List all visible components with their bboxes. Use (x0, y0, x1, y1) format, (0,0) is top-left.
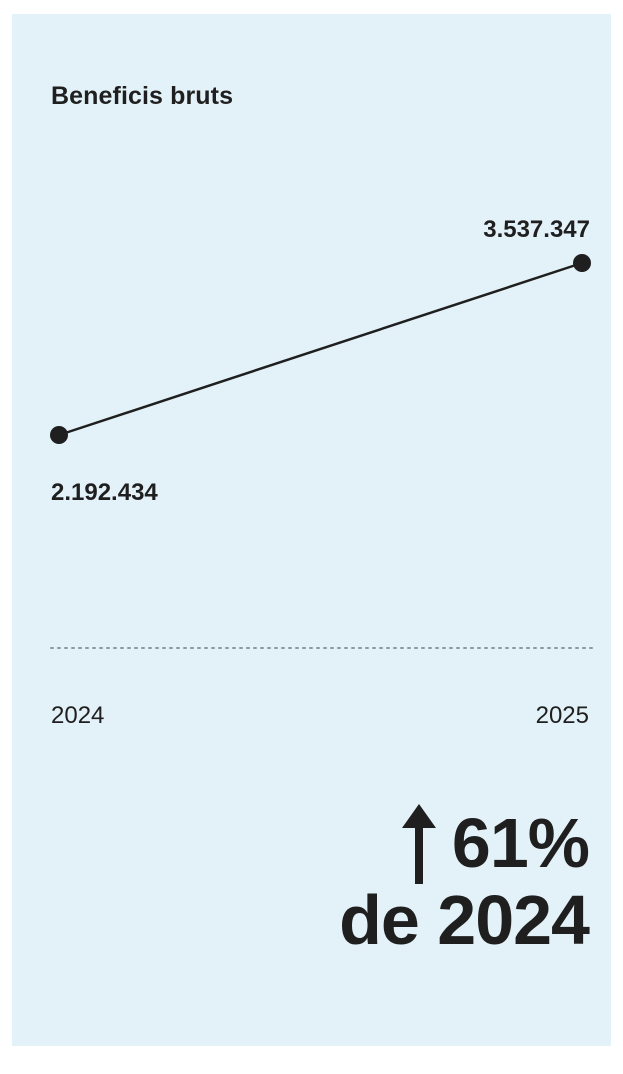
series-line (58, 261, 583, 437)
data-point-2025 (573, 254, 591, 272)
data-label-2024: 2.192.434 (51, 479, 158, 506)
x-tick-label-2024: 2024 (51, 702, 105, 729)
change-percentage: 61% (451, 804, 590, 883)
change-reference: de 2024 (339, 881, 590, 959)
change-summary: 61% de 2024 (339, 804, 590, 959)
chart-card: Beneficis bruts 2.192.434 3.537.347 2024 … (12, 14, 611, 1046)
data-label-2025: 3.537.347 (483, 216, 590, 243)
x-tick-label-2025: 2025 (535, 702, 589, 729)
series-layer: 2.192.434 3.537.347 (50, 216, 591, 506)
line-chart: 2.192.434 3.537.347 (50, 216, 593, 649)
arrow-up-icon (401, 804, 436, 884)
data-point-2024 (50, 426, 68, 444)
chart-title: Beneficis bruts (51, 82, 234, 110)
change-row: 61% (339, 804, 590, 884)
